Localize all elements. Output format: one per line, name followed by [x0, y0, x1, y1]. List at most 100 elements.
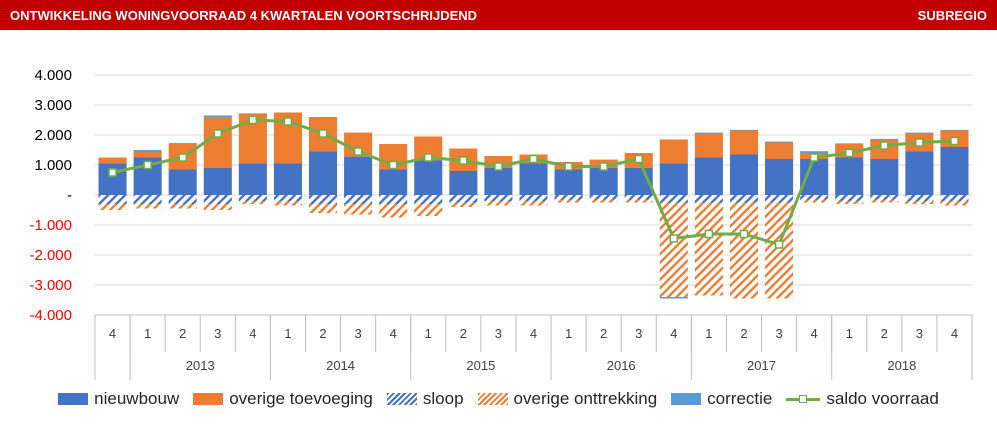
bar-nieuwbouw [905, 151, 934, 195]
legend: nieuwbouw overige toevoeging sloop overige … [0, 384, 997, 414]
bar-overige-onttrekking [624, 199, 653, 203]
x-tick-label: 1 [284, 326, 291, 341]
bar-sloop [659, 195, 688, 203]
bar-overige-toevoeging [98, 157, 127, 164]
bar-sloop [308, 195, 338, 204]
legend-item-nieuwbouw: nieuwbouw [58, 389, 179, 409]
bar-overige-onttrekking [273, 201, 302, 206]
bar-overige-toevoeging [659, 139, 688, 164]
bar-overige-onttrekking [133, 204, 162, 209]
x-tick-label: 4 [109, 326, 116, 341]
saldo-point [739, 229, 749, 239]
bar-overige-onttrekking [98, 204, 127, 210]
saldo-point [634, 154, 643, 164]
header-banner: ONTWIKKELING WONINGVOORRAAD 4 KWARTALEN … [0, 0, 997, 30]
legend-swatch [386, 393, 417, 405]
bar-correctie [238, 113, 267, 114]
x-tick-label: 1 [705, 326, 712, 341]
bar-sloop [589, 195, 618, 200]
bar-nieuwbouw [659, 163, 688, 195]
bar-sloop [273, 195, 302, 201]
saldo-point [809, 153, 819, 162]
x-tick-label: 1 [144, 326, 151, 341]
bar-overige-onttrekking [519, 201, 548, 206]
y-tick-label: 4.000 [34, 67, 72, 84]
legend-label: overige onttrekking [513, 389, 658, 408]
bar-nieuwbouw [800, 159, 829, 195]
x-axis: 4 1 2 3 4 1 2 3 4 1 2 3 4 1 2 3 4 1 2 3 4 1 2 3 4 2013 2014 2015 201… [94, 314, 973, 380]
bar-overige-onttrekking [589, 199, 618, 203]
bar-sloop [729, 195, 759, 203]
bar-nieuwbouw [449, 171, 478, 195]
bar-overige-onttrekking [554, 199, 583, 203]
saldo-point [318, 129, 328, 138]
bar-overige-onttrekking [414, 204, 443, 216]
bar-sloop [344, 195, 373, 204]
bar-correctie [765, 141, 794, 143]
x-tick-label: 4 [670, 326, 677, 341]
x-tick-label: 2 [319, 326, 326, 341]
bar-nieuwbouw [379, 169, 408, 195]
saldo-point [844, 148, 854, 158]
bar-correctie [168, 143, 197, 144]
bar-sloop [624, 195, 653, 200]
bar-overige-onttrekking [940, 201, 969, 206]
saldo-point [494, 162, 503, 171]
legend-swatch [193, 393, 224, 405]
legend-item-correctie: correctie [671, 389, 772, 409]
bar-correctie [133, 150, 162, 152]
bar-correctie [203, 115, 232, 117]
year-label: 2013 [186, 358, 215, 373]
bar-correctie [835, 143, 864, 144]
bar-nieuwbouw [273, 163, 302, 195]
bar-correctie [870, 138, 899, 140]
y-tick-label: -3.000 [29, 277, 72, 294]
legend-label: overige toevoeging [229, 389, 373, 408]
x-tick-label: 2 [740, 326, 747, 341]
bar-overige-onttrekking [379, 204, 408, 218]
saldo-point [424, 153, 433, 162]
bar-overige-onttrekking [905, 201, 934, 204]
bar-sloop [379, 195, 408, 204]
bar-nieuwbouw [168, 169, 197, 195]
bar-overige-toevoeging [203, 117, 232, 168]
bar-correctie [905, 132, 934, 134]
bar-overige-toevoeging [729, 130, 759, 155]
x-tick-label: 2 [179, 326, 186, 341]
bar-correctie [694, 132, 723, 134]
bar-nieuwbouw [519, 163, 548, 195]
year-label: 2018 [887, 358, 916, 373]
x-tick-label: 3 [775, 326, 782, 341]
saldo-point [774, 240, 784, 249]
bar-sloop [449, 195, 478, 203]
bar-sloop [940, 195, 969, 201]
saldo-point [353, 147, 363, 156]
bar-nieuwbouw [414, 160, 443, 195]
year-label: 2014 [326, 358, 355, 373]
bar-nieuwbouw [835, 157, 864, 195]
legend-item-overige-onttrekking: overige onttrekking [477, 389, 658, 409]
saldo-point [248, 115, 258, 125]
bar-nieuwbouw [203, 168, 232, 195]
x-tick-label: 3 [916, 326, 923, 341]
legend-label: sloop [422, 389, 464, 408]
bar-overige-onttrekking [800, 199, 829, 203]
saldo-point [108, 168, 117, 177]
x-tick-label: 4 [249, 326, 256, 341]
bar-nieuwbouw [554, 169, 583, 195]
y-tick-label: -1.000 [29, 217, 72, 234]
bar-sloop [414, 195, 443, 204]
saldo-point [564, 162, 573, 171]
x-tick-label: 4 [530, 326, 537, 341]
bar-sloop [905, 195, 934, 201]
saldo-point [950, 136, 959, 146]
y-tick-label: -4.000 [29, 307, 72, 324]
legend-swatch [58, 393, 89, 405]
legend-item-saldo-voorraad: saldo voorraad [786, 389, 939, 409]
saldo-line-layer [108, 115, 959, 249]
bar-nieuwbouw [870, 159, 899, 195]
bar-sloop [203, 195, 232, 204]
bar-overige-toevoeging [133, 151, 162, 158]
bar-overige-onttrekking [694, 202, 723, 296]
bar-overige-onttrekking [308, 204, 338, 213]
